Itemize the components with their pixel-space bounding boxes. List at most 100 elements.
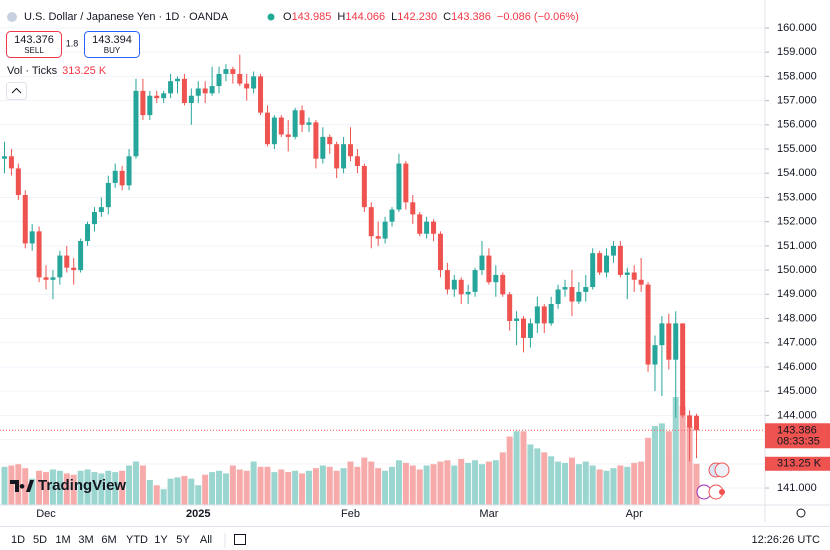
y-tick-label: 151.000 bbox=[777, 240, 817, 252]
candle-body bbox=[500, 274, 506, 295]
y-tick-label: 149.000 bbox=[777, 288, 817, 300]
event-icon[interactable] bbox=[714, 462, 730, 478]
range-button[interactable]: 6M bbox=[101, 534, 116, 546]
volume-bar bbox=[409, 465, 416, 505]
volume-bar bbox=[458, 458, 465, 505]
candle-body bbox=[666, 323, 672, 360]
volume-bar bbox=[98, 473, 105, 505]
range-button[interactable]: YTD bbox=[126, 534, 148, 546]
volume-bar bbox=[264, 466, 271, 505]
volume-bar bbox=[181, 476, 188, 505]
volume-bar bbox=[84, 469, 91, 505]
buy-label[interactable]: BUY bbox=[104, 46, 121, 55]
candle-body bbox=[2, 156, 7, 159]
candle-body bbox=[126, 156, 132, 186]
volume-bar bbox=[631, 462, 638, 505]
candle-body bbox=[320, 136, 326, 159]
y-tick-label: 156.000 bbox=[777, 119, 817, 131]
volume-bar bbox=[188, 478, 195, 505]
calendar-icon[interactable] bbox=[234, 534, 246, 545]
volume-bar bbox=[548, 456, 555, 505]
candle-body bbox=[576, 291, 582, 302]
volume-bar bbox=[257, 466, 264, 505]
candle-body bbox=[278, 117, 284, 135]
range-toolbar: 1D 5D 1M 3M 6M YTD 1Y 5Y All bbox=[11, 534, 212, 546]
volume-bar bbox=[222, 473, 229, 505]
candle-body bbox=[140, 90, 146, 116]
volume-bar bbox=[679, 406, 686, 505]
candle-body bbox=[306, 122, 312, 125]
candle-body bbox=[334, 144, 340, 169]
clock: 12:26:26 UTC bbox=[752, 534, 821, 546]
candle-body bbox=[617, 245, 623, 275]
candle-body bbox=[209, 86, 215, 94]
range-button[interactable]: 5D bbox=[33, 534, 47, 546]
buy-price[interactable]: 143.394 bbox=[92, 34, 132, 46]
volume-bar bbox=[250, 461, 257, 505]
candle-body bbox=[479, 255, 485, 271]
change: −0.086 (−0.06%) bbox=[497, 11, 579, 23]
candle-body bbox=[652, 345, 658, 365]
range-button[interactable]: 1Y bbox=[154, 534, 168, 546]
candle-body bbox=[161, 93, 167, 99]
candle-body bbox=[562, 287, 568, 290]
volume-name: Vol · Ticks bbox=[7, 65, 58, 77]
range-button[interactable]: 5Y bbox=[176, 534, 190, 546]
event-icon[interactable] bbox=[719, 489, 725, 495]
range-button[interactable]: 1D bbox=[11, 534, 25, 546]
sell-label[interactable]: SELL bbox=[24, 46, 44, 55]
volume-bar bbox=[693, 463, 700, 505]
volume-bar bbox=[499, 452, 506, 505]
y-tick-label: 145.000 bbox=[777, 385, 817, 397]
logo-mark bbox=[10, 480, 34, 492]
ohlc-letter: L bbox=[391, 11, 397, 23]
sell-price[interactable]: 143.376 bbox=[14, 34, 54, 46]
candle-body bbox=[548, 304, 554, 324]
volume-bar bbox=[665, 431, 672, 505]
volume-bar bbox=[139, 465, 146, 505]
candle-body bbox=[341, 144, 347, 169]
buy-button[interactable] bbox=[84, 31, 140, 58]
volume-bar bbox=[77, 470, 84, 505]
volume-bar bbox=[368, 461, 375, 505]
volume-bar bbox=[624, 466, 631, 505]
y-tick-label: 152.000 bbox=[777, 216, 817, 228]
y-tick-label: 150.000 bbox=[777, 264, 817, 276]
ohlc-letter: C bbox=[443, 11, 451, 23]
volume-bar bbox=[63, 473, 70, 505]
candle-body bbox=[507, 294, 513, 321]
candle-body bbox=[610, 245, 616, 256]
range-button[interactable]: All bbox=[200, 534, 212, 546]
candle-body bbox=[444, 270, 450, 290]
x-tick-label: 2025 bbox=[186, 508, 210, 520]
candle-body bbox=[98, 207, 104, 212]
ohlc-letter: O bbox=[283, 11, 292, 23]
candle-body bbox=[541, 306, 547, 324]
candle-body bbox=[154, 95, 160, 99]
y-tick-label: 146.000 bbox=[777, 361, 817, 373]
candle-body bbox=[583, 287, 589, 292]
candle-body bbox=[264, 112, 270, 145]
settings-icon[interactable] bbox=[796, 508, 806, 518]
range-button[interactable]: 3M bbox=[78, 534, 93, 546]
candle-body bbox=[15, 168, 21, 196]
candle-body bbox=[451, 279, 457, 290]
volume-bar bbox=[43, 472, 50, 505]
candle-body bbox=[285, 134, 291, 137]
volume-bar bbox=[672, 397, 679, 505]
candle-body bbox=[348, 144, 353, 157]
y-tick-label: 160.000 bbox=[777, 22, 817, 34]
volume-bar bbox=[395, 460, 402, 505]
candle-body bbox=[396, 163, 402, 210]
range-button[interactable]: 1M bbox=[55, 534, 70, 546]
candle-body bbox=[188, 95, 194, 104]
y-tick-label: 155.000 bbox=[777, 143, 817, 155]
candle-body bbox=[361, 165, 367, 208]
volume-badge bbox=[765, 456, 830, 471]
collapse-button[interactable] bbox=[6, 82, 27, 100]
volume-bar bbox=[216, 470, 223, 505]
y-tick-label: 157.000 bbox=[777, 94, 817, 106]
candle-body bbox=[175, 78, 180, 82]
volume-badge-label: 313.25 K bbox=[777, 458, 822, 470]
sell-button[interactable] bbox=[6, 31, 62, 58]
